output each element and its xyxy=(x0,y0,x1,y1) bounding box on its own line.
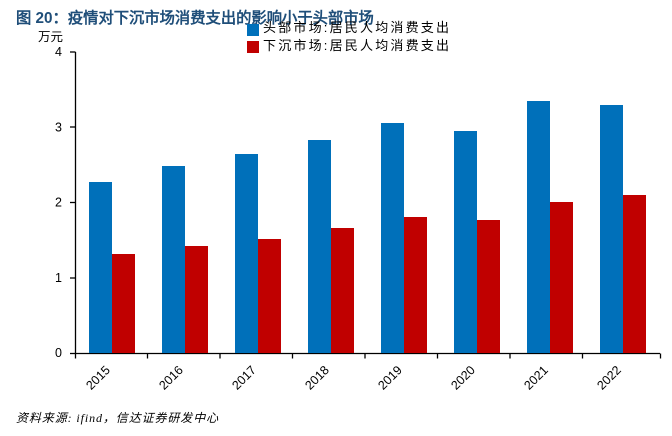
svg-text:0: 0 xyxy=(55,346,62,360)
svg-text:1: 1 xyxy=(55,271,62,285)
svg-text:2: 2 xyxy=(55,196,62,210)
svg-text:3: 3 xyxy=(55,120,62,134)
svg-text:4: 4 xyxy=(55,45,62,59)
